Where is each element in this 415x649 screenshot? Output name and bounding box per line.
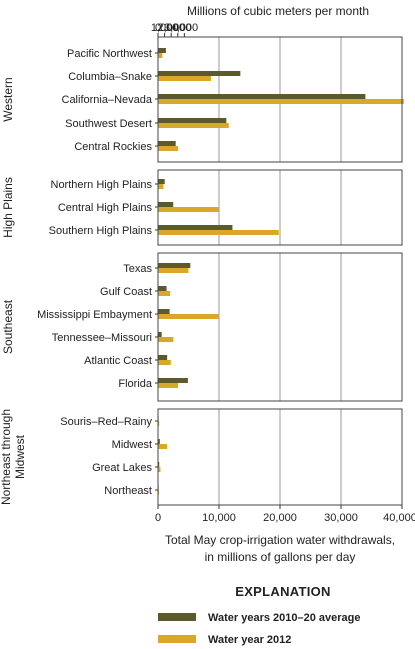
category-label: Central High Plains [58,202,153,214]
bar-2012 [158,383,179,388]
bar-2012 [158,268,189,273]
bar-2012 [158,207,219,212]
panel-frame [157,252,403,402]
legend: EXPLANATION Water years 2010–20 average … [158,584,361,646]
category-label: Columbia–Snake [68,71,152,83]
category-label: Northern High Plains [51,179,153,191]
bar-avg [158,355,168,360]
category-label: Tennessee–Missouri [52,332,152,344]
bar-avg [158,462,160,467]
bottom-tick-label: 30,000 [324,512,358,524]
top-tick-label: 2,000 [157,22,185,34]
bar-2012 [158,337,174,342]
bar-2012 [158,76,212,81]
category-label: Texas [123,263,152,275]
bottom-tick-label: 40,000 [383,512,415,524]
top-tick-label: 1,000 [151,22,179,34]
category-label: Souris–Red–Rainy [60,416,152,428]
bar-2012 [158,291,171,296]
panel-1: Pacific Northwest Columbia–Snake Californi… [1,36,404,163]
panel-frame [157,36,403,163]
legend-title: EXPLANATION [235,584,331,599]
bar-2012 [158,146,179,151]
category-label: California–Nevada [62,94,153,106]
category-label: Florida [118,378,153,390]
bar-avg [158,202,174,207]
panel-3: Texas Gulf Coast Mississippi Embayment Tenn… [1,252,403,402]
group-label: Southeast [1,299,15,354]
category-label: Gulf Coast [100,286,152,298]
bar-avg [158,286,167,291]
bottom-axis-title-line2: in millions of gallons per day [205,550,356,564]
bottom-axis-ticks: 0 10,000 20,000 30,000 40,000 [155,505,415,524]
bar-avg [158,48,166,53]
bar-avg [158,263,191,268]
bottom-tick-label: 20,000 [263,512,297,524]
legend-swatch-2012 [158,635,196,643]
bar-2012 [158,123,229,128]
category-label: Great Lakes [92,462,152,474]
category-label: Midwest [112,439,152,451]
top-tick-label: 0 [155,22,161,34]
chart-panels: Pacific Northwest Columbia–Snake Californi… [0,36,404,506]
bar-2012 [158,53,163,58]
top-axis-title: Millions of cubic meters per month [187,4,369,18]
legend-swatch-avg [158,613,196,621]
group-label: Northeast throughMidwest [0,409,27,505]
bar-2012 [158,360,171,365]
bar-2012 [158,230,279,235]
bar-avg [158,225,233,230]
group-label: High Plains [1,177,15,238]
bar-2012 [158,99,404,104]
category-label: Northeast [104,485,152,497]
bar-2012 [158,421,160,426]
bar-avg [158,439,160,444]
bar-avg [158,94,366,99]
panel-frame [157,169,403,246]
bar-avg [158,378,188,383]
bar-avg [158,141,176,146]
category-label: Central Rockies [74,141,152,153]
category-label: Pacific Northwest [67,48,152,60]
bottom-tick-label: 10,000 [202,512,236,524]
bar-avg [158,71,241,76]
bar-2012 [158,467,161,472]
group-label: Western [1,77,15,121]
bar-avg [158,309,170,314]
category-label: Southwest Desert [65,118,152,130]
bottom-tick-label: 0 [155,512,161,524]
panel-4: Souris–Red–Rainy Midwest Great Lakes Northe… [0,408,403,506]
category-label: Southern High Plains [49,225,153,237]
category-label: Mississippi Embayment [37,309,152,321]
bottom-axis-title-line1: Total May crop-irrigation water withdraw… [165,533,395,547]
bar-avg [158,118,227,123]
legend-label-2012: Water year 2012 [208,634,291,646]
bar-2012 [158,444,168,449]
bar-avg [158,332,162,337]
panel-2: Northern High Plains Central High Plains S… [1,169,403,246]
legend-label-avg: Water years 2010–20 average [208,612,361,624]
top-tick-label: 4,000 [171,22,199,34]
bar-avg [158,179,165,184]
bar-2012 [158,184,164,189]
bar-2012 [158,314,219,319]
category-label: Atlantic Coast [84,355,152,367]
top-tick-label: 3,000 [164,22,192,34]
